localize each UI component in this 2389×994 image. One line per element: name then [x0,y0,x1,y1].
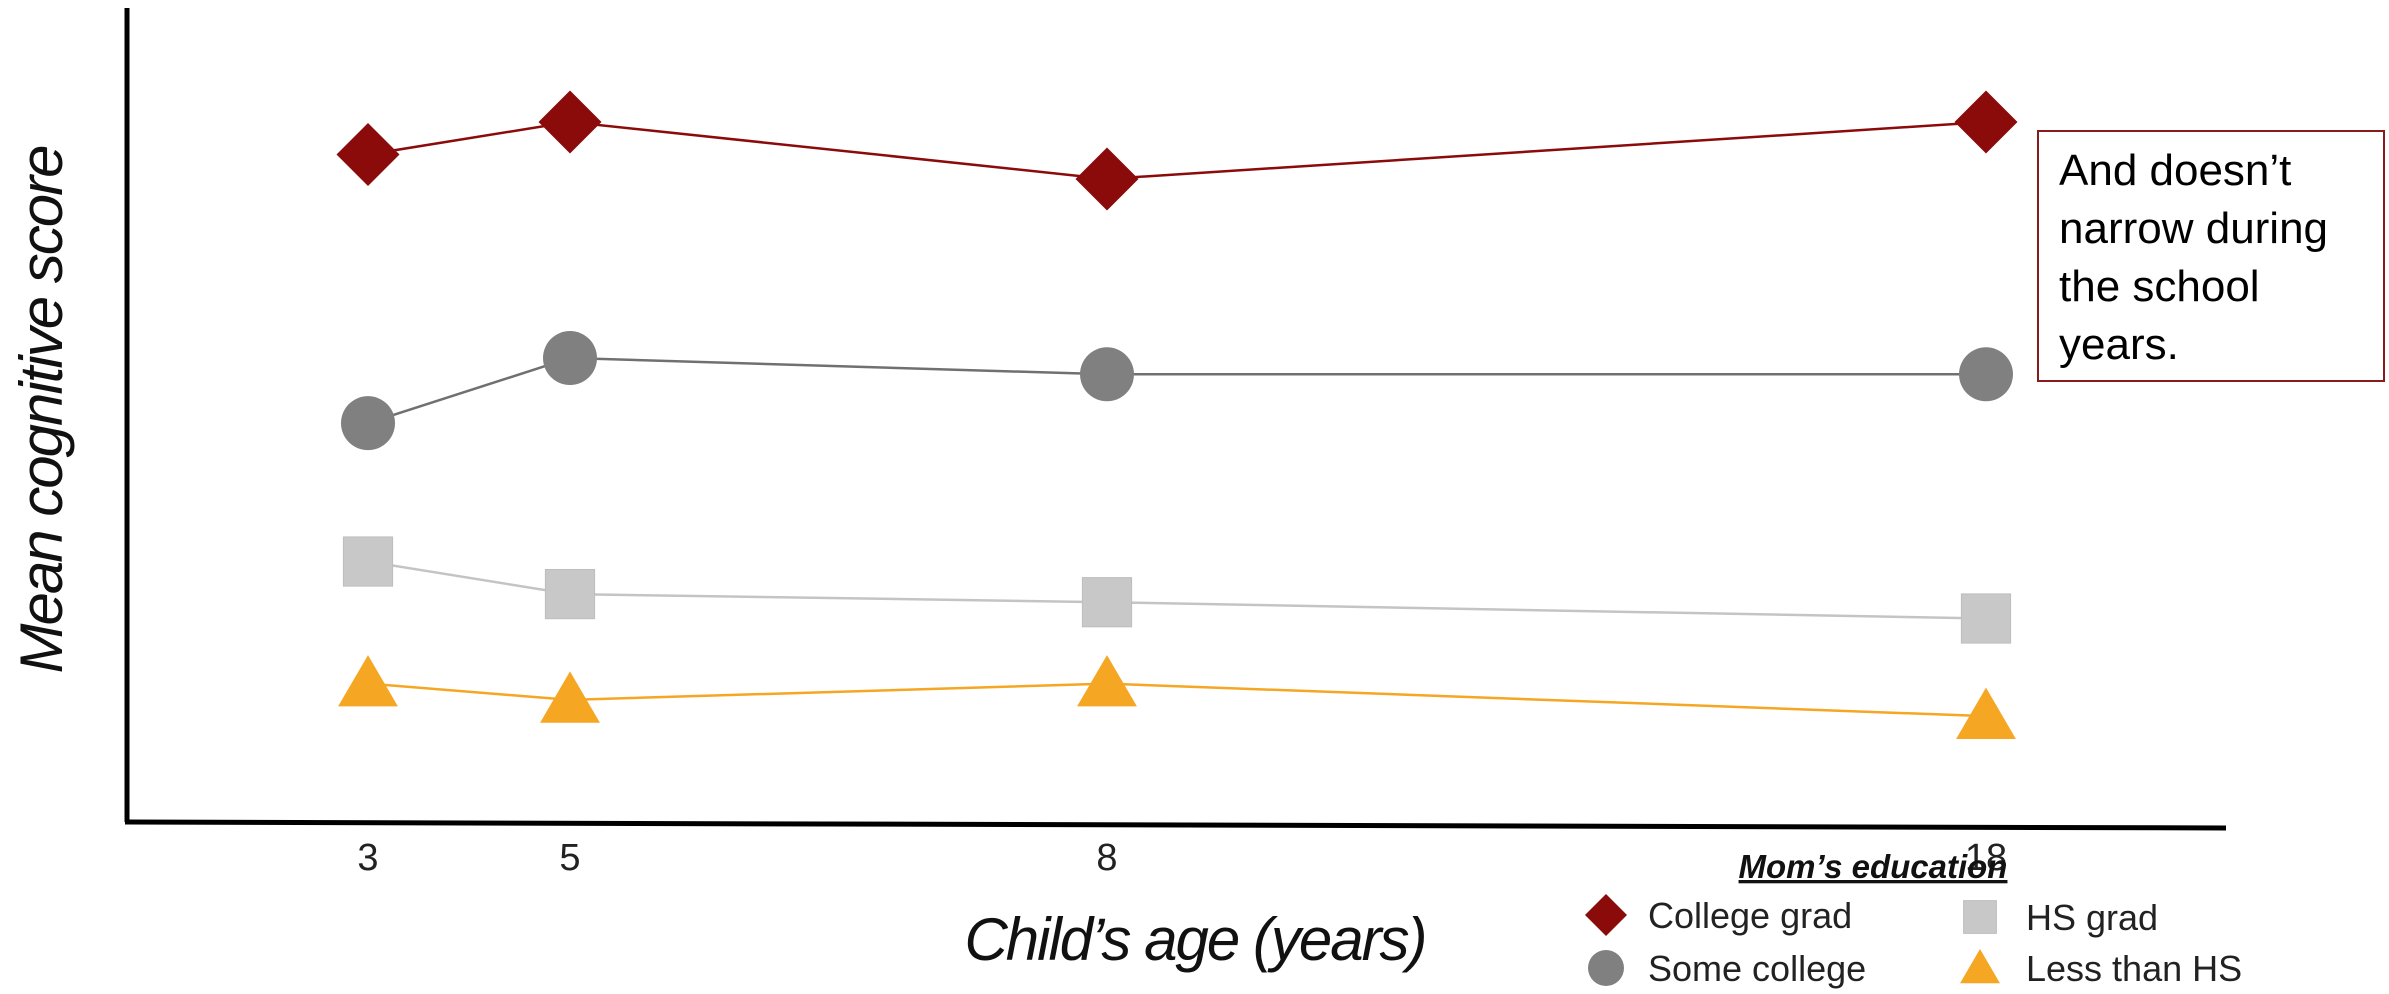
legend-label-hs-grad: HS grad [2026,897,2158,938]
data-point-hs-grad [1081,577,1133,628]
data-point-some-college [543,331,597,386]
series-line-hs-grad [367,560,1987,620]
x-axis [124,819,2227,831]
data-point-college-grad [1075,147,1139,211]
series-line-some-college [367,356,1986,425]
data-point-hs-grad [544,568,596,620]
legend-label-less-than-hs: Less than HS [2026,948,2242,989]
data-point-some-college [341,396,395,451]
data-point-less-than-hs [540,671,600,723]
x-tick-label: 18 [1965,837,2007,879]
legend-marker-some-college [1588,950,1624,986]
x-tick-label: 5 [559,837,580,879]
series-markers [336,90,2018,739]
data-point-some-college [1959,347,2013,402]
legend-title: Mom’s education [1739,848,2008,885]
x-tick-labels: 3 5 8 18 [357,837,2007,879]
data-point-some-college [1080,347,1134,402]
data-point-hs-grad [342,536,394,587]
data-point-college-grad [1954,90,2018,154]
data-point-less-than-hs [1077,655,1137,707]
legend-label-some-college: Some college [1648,948,1866,989]
legend-marker-hs-grad [1963,900,1997,934]
x-axis-title: Child’s age (years) [964,906,1425,973]
legend-marker-less-than-hs [1960,949,2000,984]
data-point-less-than-hs [338,655,398,707]
data-point-college-grad [538,90,602,154]
data-point-college-grad [336,123,400,187]
legend-label-college-grad: College grad [1648,895,1852,936]
x-tick-label: 3 [357,837,378,879]
x-tick-label: 8 [1096,837,1117,879]
legend-marker-college-grad [1585,894,1627,936]
series-lines [367,120,1987,718]
series-line-less-than-hs [367,682,1987,718]
data-point-hs-grad [1960,593,2012,644]
legend-items: College grad Some college HS grad Less than… [1585,894,2242,989]
legend: Mom’s education College grad Some college… [1585,848,2242,989]
annotation-callout: And doesn’t narrow during the school yea… [2037,130,2385,382]
data-point-less-than-hs [1956,687,2016,739]
series-line-college-grad [367,120,1987,181]
y-axis-title: Mean cognitive score [8,146,75,674]
